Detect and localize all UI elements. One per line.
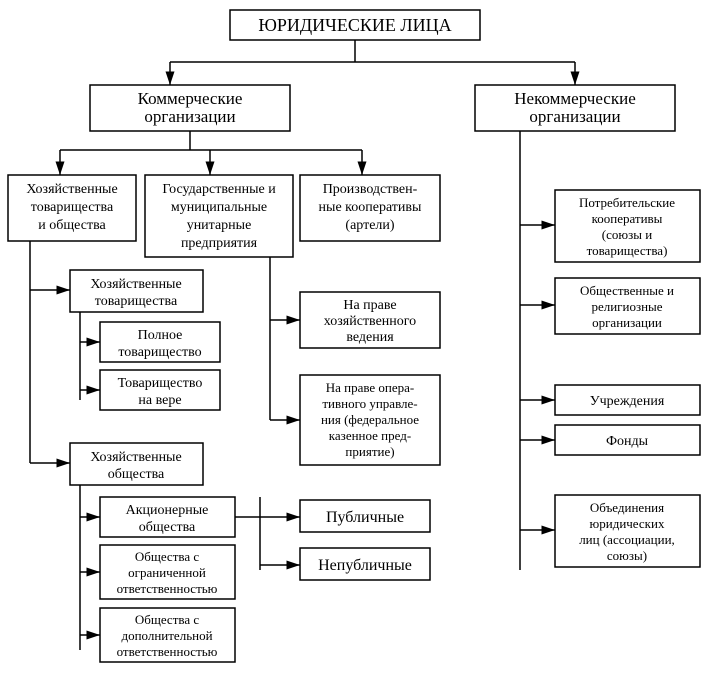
public-l1: Общественные и [580,283,674,298]
commercial-l1: Коммерческие [138,89,243,108]
consumer-l3: (союзы и [602,227,652,242]
consumer-l4: товарищества) [587,243,668,258]
unitary-l4: предприятия [181,236,258,251]
diagram-canvas: ЮРИДИЧЕСКИЕ ЛИЦА Коммерческие организаци… [0,0,714,688]
ooo-l3: ответственностью [117,581,218,596]
ho-l1: Хозяйственные [90,450,181,465]
ooo-l1: Общества с [135,549,200,564]
ho-l2: общества [108,467,165,482]
full-l1: Полное [138,328,183,343]
unitary-l2: муниципальные [171,200,267,215]
hv-l3: ведения [346,330,394,345]
unitary-l3: унитарные [187,218,252,233]
partnerships-l2: товарищества [31,200,114,215]
faith-l1: Товарищество [118,376,203,391]
inst-label: Учреждения [590,394,665,409]
odo-l2: дополнительной [121,628,212,643]
consumer-l2: кооперативы [592,211,663,226]
root-label: ЮРИДИЧЕСКИЕ ЛИЦА [258,15,451,35]
hp-l2: товарищества [95,294,178,309]
full-l2: товарищество [118,345,201,360]
coops-l3: (артели) [345,218,395,233]
public-l3: организации [592,315,662,330]
hp-l1: Хозяйственные [90,277,181,292]
assoc-l4: союзы) [607,548,647,563]
pub-label: Публичные [326,509,404,526]
funds-label: Фонды [606,434,649,449]
hv-l1: На праве [343,298,396,313]
ou-l3: ния (федеральное [321,412,419,427]
odo-l1: Общества с [135,612,200,627]
hv-l2: хозяйственного [324,314,416,329]
ao-l1: Акционерные [126,503,209,518]
nonpub-label: Непубличные [318,557,412,574]
commercial-l2: организации [144,107,235,126]
ou-l5: приятие) [345,444,394,459]
noncommercial-l2: организации [529,107,620,126]
ou-l4: казенное пред- [329,428,411,443]
coops-l1: Производствен- [323,182,418,197]
ou-l2: тивного управле- [322,396,417,411]
assoc-l1: Объединения [590,500,664,515]
ooo-l2: ограниченной [128,565,206,580]
partnerships-l3: и общества [38,218,106,233]
consumer-l1: Потребительские [579,195,675,210]
faith-l2: на вере [138,393,181,408]
assoc-l2: юридических [590,516,665,531]
ou-l1: На праве опера- [326,380,415,395]
ao-l2: общества [139,520,196,535]
odo-l3: ответственностью [117,644,218,659]
partnerships-l1: Хозяйственные [26,182,117,197]
noncommercial-l1: Некоммерческие [514,89,636,108]
unitary-l1: Государственные и [162,182,276,197]
public-l2: религиозные [591,299,662,314]
assoc-l3: лиц (ассоциации, [579,532,675,547]
coops-l2: ные кооперативы [319,200,422,215]
